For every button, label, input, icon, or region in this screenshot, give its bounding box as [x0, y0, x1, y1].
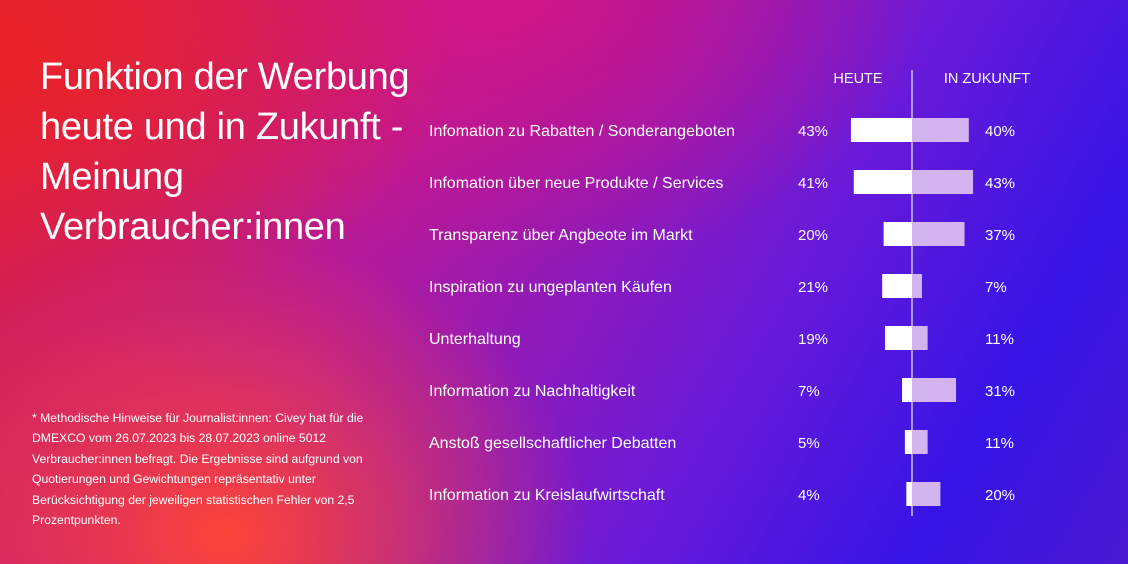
- category-label: Information zu Kreislaufwirtschaft: [429, 487, 665, 504]
- zukunft-value-label: 31%: [985, 383, 1015, 400]
- heute-bar: [906, 482, 912, 506]
- heute-value-label: 20%: [798, 227, 828, 244]
- zukunft-bar: [912, 170, 974, 194]
- zukunft-value-label: 37%: [985, 227, 1015, 244]
- heute-value-label: 43%: [798, 123, 828, 140]
- methodology-footnote: * Methodische Hinweise für Journalist:in…: [32, 411, 364, 528]
- zukunft-bar: [912, 326, 928, 350]
- heute-bar: [853, 170, 912, 194]
- heute-value-label: 7%: [798, 383, 820, 400]
- heute-value-label: 5%: [798, 435, 820, 452]
- category-label: Unterhaltung: [429, 331, 521, 348]
- zukunft-bar: [912, 118, 969, 142]
- zukunft-bar: [912, 482, 941, 506]
- zukunft-value-label: 7%: [985, 279, 1007, 296]
- legend-in-zukunft: IN ZUKUNFT: [944, 71, 1030, 87]
- zukunft-bar: [912, 274, 922, 298]
- heute-bar: [882, 274, 912, 298]
- zukunft-value-label: 40%: [985, 123, 1015, 140]
- heute-value-label: 19%: [798, 331, 828, 348]
- zukunft-value-label: 11%: [985, 435, 1014, 452]
- legend-heute: HEUTE: [833, 71, 882, 87]
- heute-bar: [850, 118, 912, 142]
- zukunft-bar: [912, 430, 928, 454]
- category-label: Inspiration zu ungeplanten Käufen: [429, 279, 672, 296]
- heute-value-label: 21%: [798, 279, 828, 296]
- category-label: Information zu Nachhaltigkeit: [429, 383, 636, 400]
- zukunft-bar: [912, 222, 965, 246]
- heute-bar: [902, 378, 912, 402]
- zukunft-value-label: 43%: [985, 175, 1015, 192]
- category-label: Anstoß gesellschaftlicher Debatten: [429, 435, 676, 452]
- heute-bar: [885, 326, 912, 350]
- chart-title: Funktion der Werbung heute und in Zukunf…: [40, 56, 410, 248]
- heute-value-label: 41%: [798, 175, 828, 192]
- zukunft-value-label: 20%: [985, 487, 1015, 504]
- category-label: Infomation über neue Produkte / Services: [429, 175, 723, 192]
- zukunft-bar: [912, 378, 957, 402]
- heute-value-label: 4%: [798, 487, 820, 504]
- heute-bar: [883, 222, 912, 246]
- category-label: Transparenz über Angbeote im Markt: [429, 227, 693, 244]
- category-label: Infomation zu Rabatten / Sonderangeboten: [429, 123, 735, 140]
- zukunft-value-label: 11%: [985, 331, 1014, 348]
- heute-bar: [904, 430, 912, 454]
